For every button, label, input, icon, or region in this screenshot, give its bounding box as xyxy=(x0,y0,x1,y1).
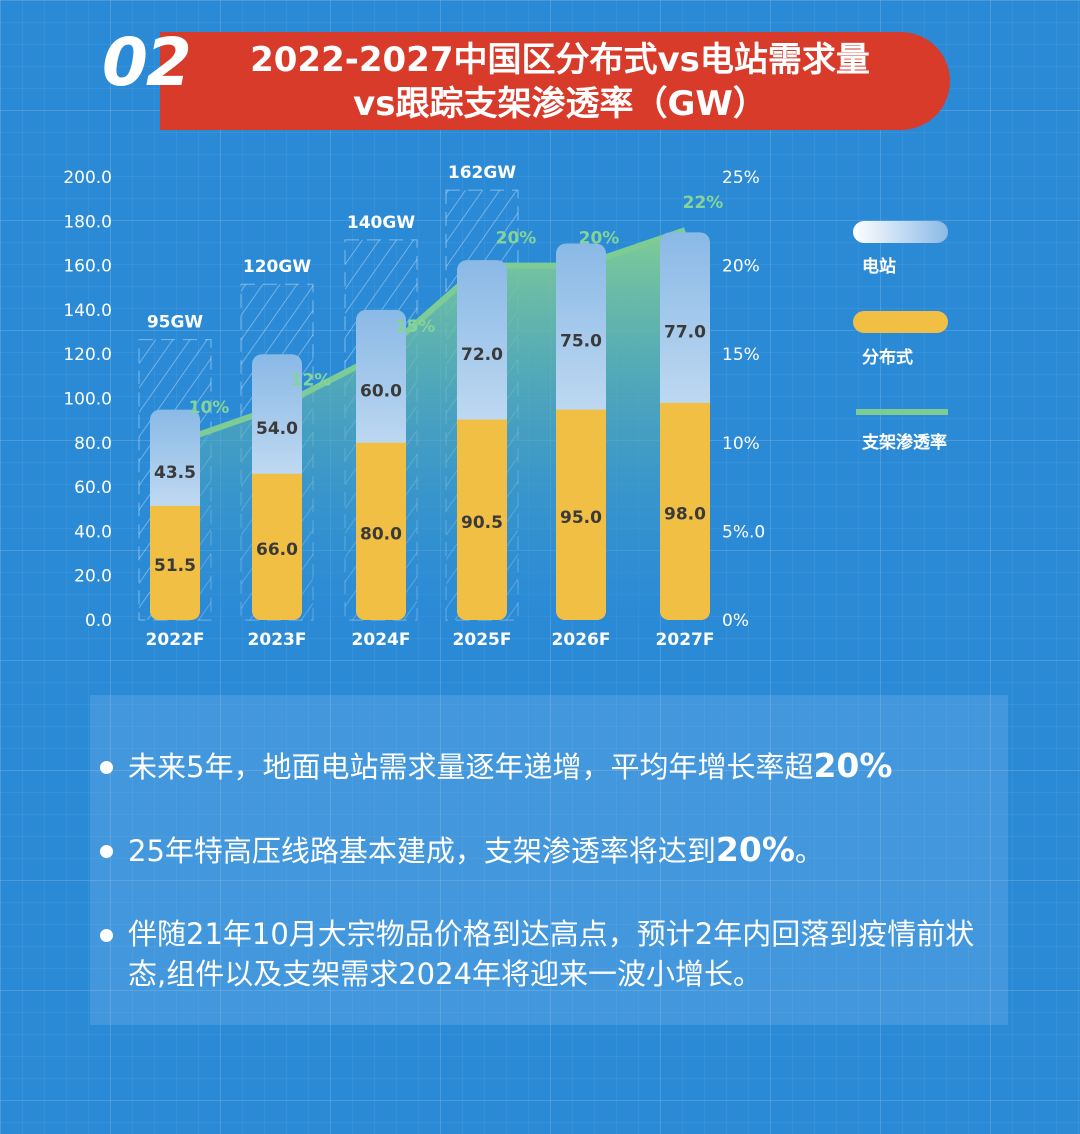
x-tick-label: 2023F xyxy=(248,630,307,650)
legend-label-station: 电站 xyxy=(862,257,896,277)
legend-swatch-penetration xyxy=(856,409,948,415)
bar-distributed xyxy=(356,442,406,620)
legend-label-penetration: 支架渗透率 xyxy=(862,433,947,453)
bar-label-distributed: 95.0 xyxy=(560,508,602,528)
title-line-1: 2022-2027中国区分布式vs电站需求量 xyxy=(250,40,870,80)
bar-label-station: 72.0 xyxy=(461,345,503,365)
y2-tick-label: 5%.0 xyxy=(722,522,765,542)
bullet-text: 25年特高压线路基本建成，支架渗透率将达到 xyxy=(128,834,716,868)
title-line-2: vs跟踪支架渗透率（GW） xyxy=(353,84,767,124)
bar-label-station: 75.0 xyxy=(560,332,602,352)
y-tick-label: 180.0 xyxy=(63,212,112,232)
y-tick-label: 40.0 xyxy=(74,522,112,542)
x-tick-label: 2027F xyxy=(656,630,715,650)
bar-label-distributed: 80.0 xyxy=(360,524,402,544)
penetration-label: 10% xyxy=(189,398,230,418)
legend-swatch-distributed xyxy=(853,311,948,333)
bullet-tail: 。 xyxy=(794,834,824,868)
section-number: 02 xyxy=(102,24,192,101)
y-tick-label: 80.0 xyxy=(74,434,112,454)
y-tick-label: 120.0 xyxy=(63,345,112,365)
bar-label-station: 43.5 xyxy=(154,463,196,483)
bar-distributed xyxy=(150,505,200,620)
bar-label-distributed: 66.0 xyxy=(256,540,298,560)
y-tick-label: 20.0 xyxy=(74,567,112,587)
penetration-label: 22% xyxy=(683,193,724,213)
y-tick-label: 100.0 xyxy=(63,390,112,410)
y-tick-label: 160.0 xyxy=(63,257,112,277)
bar-label-station: 60.0 xyxy=(360,381,402,401)
bullet-bold: 20% xyxy=(813,746,893,785)
x-tick-label: 2026F xyxy=(552,630,611,650)
total-label: 95GW xyxy=(147,313,204,333)
bar-label-distributed: 51.5 xyxy=(154,556,196,576)
bar-distributed xyxy=(457,419,507,620)
total-label: 140GW xyxy=(347,213,415,233)
y2-tick-label: 0% xyxy=(722,611,749,631)
notes-panel xyxy=(90,695,1008,1025)
total-label: 120GW xyxy=(243,257,311,277)
y-tick-label: 0.0 xyxy=(85,611,112,631)
penetration-label: 20% xyxy=(579,229,620,249)
y-tick-label: 200.0 xyxy=(63,168,112,188)
bar-label-distributed: 90.5 xyxy=(461,513,503,533)
bullet-text: 未来5年，地面电站需求量逐年递增，平均年增长率超 xyxy=(128,750,814,784)
bar-distributed xyxy=(556,409,606,620)
bar-label-station: 54.0 xyxy=(256,419,298,439)
total-label: 162GW xyxy=(448,163,516,183)
bar-distributed xyxy=(252,473,302,620)
y2-tick-label: 20% xyxy=(722,257,760,277)
penetration-label: 12% xyxy=(291,370,332,390)
legend-label-distributed: 分布式 xyxy=(862,348,913,368)
bullet-1: 未来5年，地面电站需求量逐年递增，平均年增长率超20% xyxy=(100,746,980,787)
bullet-2: 25年特高压线路基本建成，支架渗透率将达到20%。 xyxy=(100,830,980,871)
x-tick-label: 2025F xyxy=(453,630,512,650)
penetration-label: 15% xyxy=(395,317,436,337)
legend-swatch-station xyxy=(853,221,948,243)
bar-label-station: 77.0 xyxy=(664,323,706,343)
chart: 0.0 20.0 40.0 60.0 80.0 100.0 120.0 140.0 160.0 1… xyxy=(63,163,948,650)
y-tick-label: 60.0 xyxy=(74,478,112,498)
bullet-3: 伴随21年10月大宗物品价格到达高点，预计2年内回落到疫情前状态,组件以及支架需… xyxy=(100,914,980,994)
y-tick-label: 140.0 xyxy=(63,301,112,321)
x-tick-label: 2024F xyxy=(352,630,411,650)
title-banner xyxy=(160,32,950,130)
bar-label-distributed: 98.0 xyxy=(664,504,706,524)
chart-title: 2022-2027中国区分布式vs电站需求量 vs跟踪支架渗透率（GW） xyxy=(190,38,930,126)
bullet-bold: 20% xyxy=(715,830,795,869)
y2-tick-label: 25% xyxy=(722,168,760,188)
y2-tick-label: 15% xyxy=(722,345,760,365)
x-tick-label: 2022F xyxy=(146,630,205,650)
penetration-label: 20% xyxy=(496,229,537,249)
bullet-text: 伴随21年10月大宗物品价格到达高点，预计2年内回落到疫情前状态,组件以及支架需… xyxy=(128,917,975,991)
y2-tick-label: 10% xyxy=(722,434,760,454)
bar-distributed xyxy=(660,402,710,620)
